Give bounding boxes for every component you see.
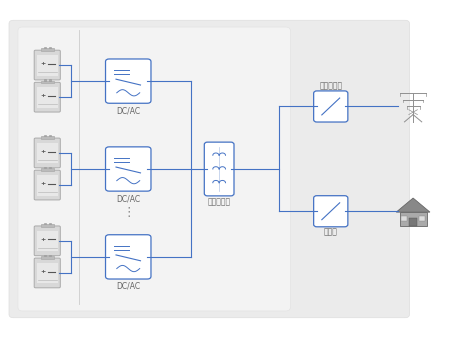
Text: 电网控制器: 电网控制器 [319, 81, 342, 90]
FancyBboxPatch shape [34, 226, 60, 256]
FancyBboxPatch shape [44, 79, 46, 80]
Text: +: + [40, 237, 45, 242]
FancyBboxPatch shape [41, 256, 54, 259]
FancyBboxPatch shape [37, 143, 58, 164]
FancyBboxPatch shape [34, 138, 60, 168]
Text: DC/AC: DC/AC [116, 194, 140, 203]
FancyBboxPatch shape [44, 135, 46, 136]
FancyBboxPatch shape [37, 231, 58, 251]
FancyBboxPatch shape [37, 175, 58, 196]
Polygon shape [401, 216, 407, 221]
FancyBboxPatch shape [34, 82, 60, 112]
FancyBboxPatch shape [34, 170, 60, 200]
FancyBboxPatch shape [105, 235, 151, 279]
Polygon shape [409, 218, 417, 226]
FancyBboxPatch shape [44, 222, 46, 224]
FancyBboxPatch shape [49, 255, 51, 256]
FancyBboxPatch shape [49, 47, 51, 48]
FancyBboxPatch shape [44, 47, 46, 48]
FancyBboxPatch shape [314, 91, 348, 122]
FancyBboxPatch shape [37, 87, 58, 108]
FancyBboxPatch shape [41, 80, 54, 83]
Text: +: + [40, 61, 45, 66]
FancyBboxPatch shape [18, 27, 290, 311]
FancyBboxPatch shape [49, 79, 51, 80]
FancyBboxPatch shape [37, 55, 58, 76]
Text: +: + [40, 181, 45, 186]
FancyBboxPatch shape [41, 224, 54, 227]
FancyBboxPatch shape [9, 20, 410, 318]
Text: DC/AC: DC/AC [116, 106, 140, 115]
FancyBboxPatch shape [44, 167, 46, 168]
Text: +: + [40, 93, 45, 98]
Polygon shape [400, 212, 427, 226]
Text: +: + [40, 149, 45, 154]
FancyBboxPatch shape [105, 59, 151, 103]
FancyBboxPatch shape [34, 50, 60, 80]
Text: ⋮: ⋮ [122, 207, 135, 219]
FancyBboxPatch shape [49, 222, 51, 224]
Text: DC/AC: DC/AC [116, 282, 140, 291]
FancyBboxPatch shape [105, 147, 151, 191]
Polygon shape [396, 198, 430, 212]
FancyBboxPatch shape [41, 136, 54, 139]
FancyBboxPatch shape [49, 167, 51, 168]
FancyBboxPatch shape [49, 135, 51, 136]
FancyBboxPatch shape [37, 263, 58, 284]
FancyBboxPatch shape [34, 258, 60, 288]
FancyBboxPatch shape [41, 48, 54, 51]
Polygon shape [419, 216, 425, 221]
Text: +: + [40, 269, 45, 274]
Text: 隔离变压器: 隔离变压器 [207, 197, 231, 207]
FancyBboxPatch shape [314, 196, 348, 227]
Text: 断路器: 断路器 [324, 227, 338, 237]
FancyBboxPatch shape [44, 255, 46, 256]
FancyBboxPatch shape [41, 168, 54, 171]
FancyBboxPatch shape [204, 142, 234, 196]
